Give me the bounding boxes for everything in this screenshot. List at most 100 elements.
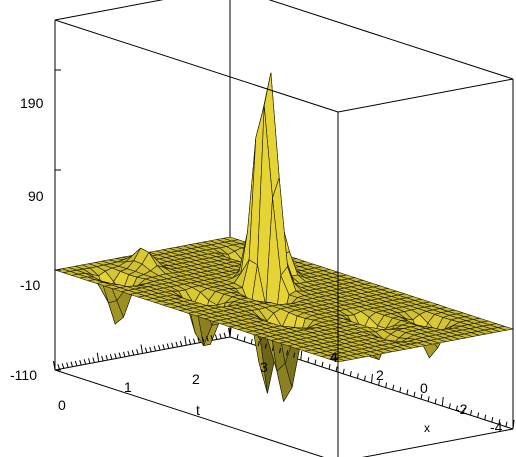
t-axis-tick bbox=[206, 335, 209, 342]
x-axis-tick bbox=[356, 373, 359, 379]
x-axis-tick bbox=[264, 343, 267, 349]
t-axis-tick bbox=[193, 338, 196, 344]
t-axis-tick bbox=[70, 361, 73, 367]
x-axis-tick bbox=[385, 382, 388, 388]
x-axis-tick bbox=[505, 421, 508, 427]
x-axis-tick bbox=[243, 336, 246, 342]
t-axis-tick bbox=[158, 345, 161, 351]
axis-ticks bbox=[53, 69, 515, 430]
x-tick-label--4: -4 bbox=[490, 419, 503, 435]
x-axis-tick bbox=[314, 359, 317, 365]
t-axis-tick bbox=[79, 359, 82, 366]
x-axis-tick bbox=[399, 387, 402, 393]
x-axis-tick bbox=[286, 350, 289, 356]
x-axis-tick bbox=[406, 389, 409, 395]
box-edge-bottom-front-left bbox=[54, 369, 325, 457]
box-edge-top-front-right bbox=[337, 78, 514, 113]
t-axis-tick bbox=[66, 362, 69, 368]
z-tick-label-190: 190 bbox=[20, 95, 44, 111]
x-axis-label: x bbox=[424, 421, 430, 435]
x-tick-label--2: -2 bbox=[455, 401, 468, 417]
x-axis-tick bbox=[512, 419, 515, 430]
t-axis-tick bbox=[214, 334, 218, 340]
x-axis-tick bbox=[477, 412, 480, 418]
t-axis-tick bbox=[101, 355, 104, 362]
x-axis-tick bbox=[257, 341, 260, 347]
x-axis-tick bbox=[484, 414, 487, 420]
x-axis-tick bbox=[462, 407, 465, 413]
t-axis-tick bbox=[114, 353, 117, 359]
x-axis-tick bbox=[300, 350, 303, 361]
x-axis-tick bbox=[229, 327, 232, 338]
t-axis-tick bbox=[184, 336, 187, 346]
t-axis-tick bbox=[197, 337, 200, 343]
t-axis-tick bbox=[188, 339, 192, 345]
t-axis-tick bbox=[201, 336, 205, 343]
t-axis-tick bbox=[74, 360, 78, 367]
x-axis-tick bbox=[441, 396, 444, 407]
t-axis-tick bbox=[109, 354, 113, 360]
x-axis-tick bbox=[392, 384, 395, 390]
box-edge-top-back-left bbox=[54, 0, 164, 21]
x-axis-tick bbox=[363, 375, 366, 381]
x-axis-tick bbox=[293, 352, 296, 358]
t-axis-tick bbox=[57, 364, 60, 370]
x-axis-tick bbox=[455, 405, 458, 411]
t-axis-tick bbox=[61, 363, 65, 369]
t-axis-tick bbox=[88, 358, 91, 364]
x-tick-label-2: 2 bbox=[376, 367, 384, 383]
t-axis-tick bbox=[166, 343, 170, 349]
t-axis-tick bbox=[223, 332, 227, 338]
surface-cell bbox=[328, 357, 346, 363]
t-tick-label-2: 2 bbox=[192, 371, 200, 387]
t-axis-tick bbox=[171, 342, 174, 348]
z-tick-label-90: 90 bbox=[28, 188, 44, 204]
x-axis-tick bbox=[413, 391, 416, 397]
t-axis-tick bbox=[210, 335, 213, 341]
t-axis-tick bbox=[175, 341, 178, 348]
t-axis-tick bbox=[219, 333, 222, 339]
x-axis-tick bbox=[321, 361, 324, 367]
t-axis-label: t bbox=[196, 402, 200, 418]
x-axis-tick bbox=[236, 334, 239, 340]
x-axis-tick bbox=[427, 396, 430, 402]
x-axis-tick bbox=[335, 366, 338, 372]
x-axis-tick bbox=[498, 419, 501, 425]
t-axis-tick bbox=[127, 350, 130, 357]
t-axis-tick bbox=[92, 357, 95, 363]
x-axis-tick bbox=[378, 380, 381, 386]
x-axis-tick bbox=[250, 338, 253, 344]
x-axis-tick bbox=[271, 345, 274, 351]
x-axis-tick bbox=[307, 357, 310, 363]
x-axis-tick bbox=[434, 398, 437, 404]
x-axis-tick bbox=[420, 394, 423, 400]
x-axis-tick bbox=[349, 371, 352, 377]
t-axis-tick bbox=[123, 351, 126, 357]
box-edge-top-front-left bbox=[54, 19, 339, 113]
t-axis-tick bbox=[153, 345, 157, 352]
z-tick-label--10: -10 bbox=[20, 277, 40, 293]
x-axis-tick bbox=[328, 364, 331, 370]
t-axis-tick bbox=[131, 350, 135, 356]
t-axis-tick bbox=[105, 354, 108, 361]
t-axis-tick bbox=[162, 344, 165, 350]
x-axis-tick bbox=[342, 368, 345, 374]
x-axis-tick bbox=[279, 348, 282, 354]
t-tick-label-3: 3 bbox=[260, 359, 268, 375]
t-axis-tick bbox=[179, 340, 183, 347]
t-axis-tick bbox=[96, 352, 100, 362]
x-axis-tick bbox=[371, 373, 373, 384]
t-axis-tick bbox=[149, 346, 152, 352]
t-axis-tick bbox=[136, 349, 139, 355]
surface-mesh bbox=[53, 72, 515, 403]
t-axis-tick bbox=[118, 352, 122, 358]
t-tick-label-0: 0 bbox=[58, 397, 66, 413]
box-edge-top-back-right bbox=[268, 0, 514, 80]
z-tick-label--110: -110 bbox=[10, 367, 37, 383]
t-axis-tick bbox=[140, 344, 143, 354]
t-axis-tick bbox=[144, 347, 148, 353]
x-axis-tick bbox=[448, 403, 451, 409]
x-axis-tick bbox=[491, 417, 494, 423]
